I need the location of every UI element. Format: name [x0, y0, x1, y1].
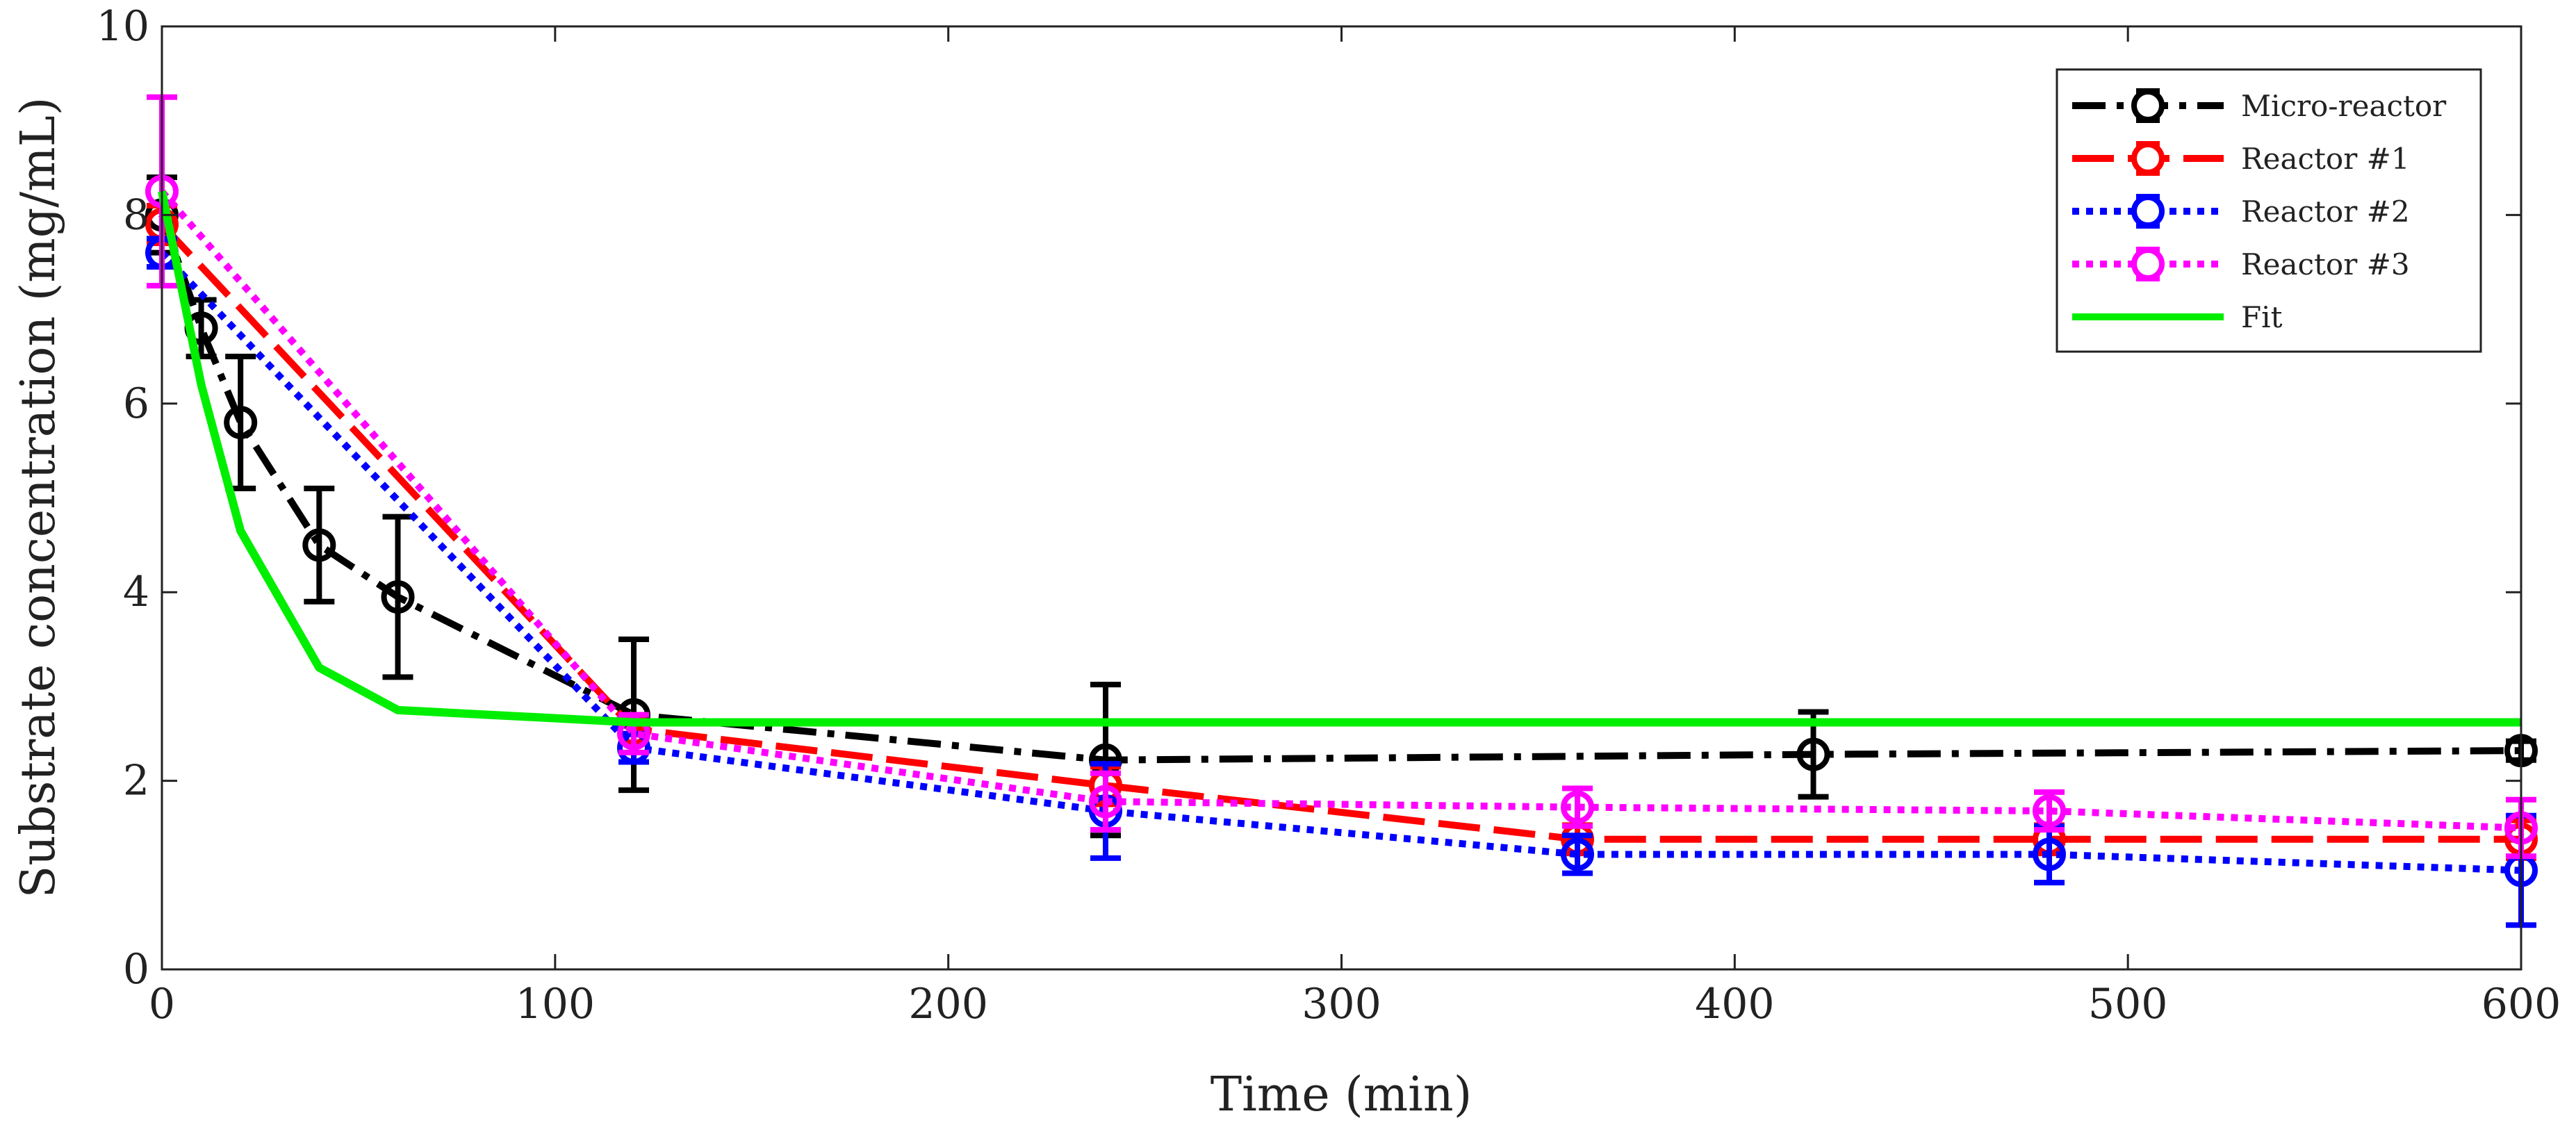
- x-tick-label: 600: [2481, 980, 2561, 1028]
- series-fit: [158, 190, 2521, 727]
- x-tick-label: 100: [516, 980, 596, 1028]
- legend-item-reactor-2: Reactor #2: [2072, 194, 2410, 229]
- y-tick-label: 2: [123, 757, 149, 805]
- legend-item-reactor-1: Reactor #1: [2072, 141, 2410, 176]
- data-point: [2033, 794, 2066, 828]
- legend-label: Fit: [2241, 300, 2283, 334]
- legend: Micro-reactor Reactor #1 Reactor #2 Reactor…: [2056, 68, 2482, 353]
- legend-marker: [2131, 195, 2165, 228]
- legend-marker: [2131, 247, 2165, 281]
- legend-item-micro-reactor: Micro-reactor: [2072, 88, 2447, 123]
- y-tick-label: 10: [97, 2, 149, 51]
- y-tick-label: 8: [123, 190, 149, 239]
- data-point: [1089, 785, 1122, 819]
- x-tick-label: 300: [1302, 980, 1381, 1028]
- data-point: [381, 580, 415, 614]
- legend-item-reactor-3: Reactor #3: [2072, 247, 2410, 281]
- axis-layer: 0 100 200 300 400 500 600 0 2 4 6 8 10: [97, 2, 2561, 1028]
- series-layer: [145, 94, 2538, 928]
- data-point: [1561, 837, 1594, 871]
- x-tick-label: 400: [1695, 980, 1775, 1028]
- series-line-fit: [158, 190, 2521, 727]
- x-tick-label: 200: [908, 980, 988, 1028]
- data-point: [224, 405, 258, 439]
- legend-box: [2056, 68, 2482, 353]
- legend-label: Reactor #1: [2241, 142, 2410, 176]
- x-axis-title: Time (min): [1211, 1067, 1472, 1122]
- x-tick-label: 500: [2088, 980, 2168, 1028]
- y-tick-label: 4: [123, 568, 149, 616]
- series-line-reactor-2: [159, 250, 2522, 874]
- data-point: [302, 528, 336, 562]
- legend-label: Micro-reactor: [2241, 89, 2447, 123]
- y-tick-label: 0: [123, 945, 149, 994]
- data-point: [1561, 790, 1594, 824]
- series-line-reactor-3: [159, 189, 2522, 832]
- y-tick-label: 6: [123, 379, 149, 428]
- data-point: [1796, 737, 1830, 771]
- legend-marker: [2131, 89, 2165, 122]
- legend-item-fit: Fit: [2072, 300, 2283, 334]
- y-axis-title: Substrate concentration (mg/mL): [11, 97, 66, 899]
- legend-label: Reactor #3: [2241, 247, 2410, 281]
- legend-label: Reactor #2: [2241, 195, 2410, 229]
- legend-marker: [2131, 142, 2165, 175]
- x-tick-label: 0: [149, 980, 175, 1028]
- data-point: [2033, 837, 2066, 871]
